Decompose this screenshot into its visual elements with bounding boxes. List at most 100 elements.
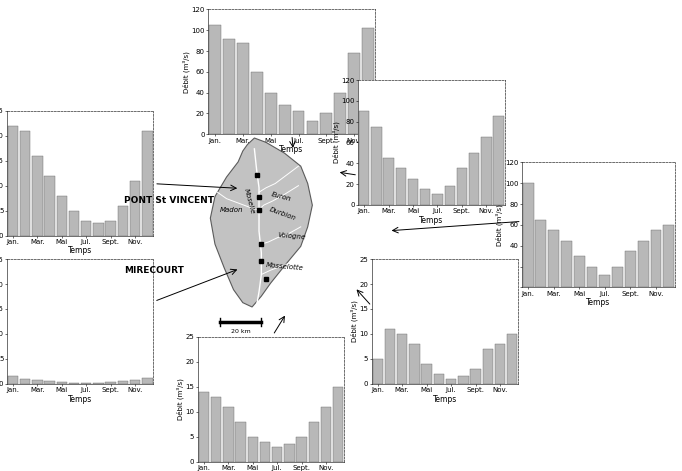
Bar <box>260 442 270 462</box>
Bar <box>372 359 383 384</box>
Text: Madon: Madon <box>220 207 243 213</box>
Bar <box>446 379 456 384</box>
Bar <box>408 179 418 205</box>
Bar <box>458 376 469 384</box>
Bar <box>20 130 30 236</box>
Bar <box>612 267 623 287</box>
Bar <box>106 382 116 384</box>
Bar <box>235 422 246 462</box>
Y-axis label: Débit (m³/s): Débit (m³/s) <box>182 51 190 93</box>
Bar <box>483 349 493 384</box>
Bar <box>106 220 116 236</box>
Bar <box>434 374 444 384</box>
Bar <box>651 230 662 287</box>
Bar <box>548 230 559 287</box>
Bar <box>118 382 128 384</box>
Bar <box>57 195 67 236</box>
X-axis label: Temps: Temps <box>587 298 610 307</box>
Bar <box>198 392 209 462</box>
Bar <box>471 369 481 384</box>
Bar <box>421 364 432 384</box>
Bar <box>469 153 479 205</box>
Y-axis label: Débit (m³/s): Débit (m³/s) <box>177 378 184 420</box>
Bar <box>507 334 518 384</box>
Bar <box>599 275 610 287</box>
Bar <box>457 169 467 205</box>
Bar <box>333 387 344 462</box>
Bar <box>279 105 291 134</box>
Bar <box>93 223 104 236</box>
Bar <box>371 127 381 205</box>
Bar <box>445 186 455 205</box>
Y-axis label: Débit (m³/s): Débit (m³/s) <box>496 204 503 246</box>
Bar <box>385 329 395 384</box>
X-axis label: Temps: Temps <box>68 246 92 255</box>
Bar <box>223 39 235 134</box>
Bar <box>349 53 360 134</box>
Bar <box>251 72 263 134</box>
X-axis label: Temps: Temps <box>419 216 443 225</box>
Text: PONT St VINCENT: PONT St VINCENT <box>124 195 214 204</box>
Bar <box>664 225 674 287</box>
Bar <box>8 126 18 236</box>
Bar <box>248 437 258 462</box>
Bar <box>397 334 407 384</box>
Text: Moselle: Moselle <box>243 188 256 215</box>
Y-axis label: Débit (m³/s): Débit (m³/s) <box>332 122 340 163</box>
Bar <box>321 114 332 134</box>
Bar <box>321 406 331 462</box>
Bar <box>223 406 233 462</box>
Bar <box>561 241 572 287</box>
Bar <box>625 251 636 287</box>
Bar <box>535 219 546 287</box>
Y-axis label: Débit (m³/s): Débit (m³/s) <box>351 300 358 342</box>
Bar <box>272 447 282 462</box>
Bar <box>142 378 153 384</box>
Bar <box>8 376 18 384</box>
Bar <box>420 189 430 205</box>
Bar <box>587 267 597 287</box>
Bar <box>574 256 584 287</box>
Bar <box>309 422 319 462</box>
Bar <box>69 383 79 384</box>
Bar <box>359 111 370 205</box>
Bar <box>32 380 42 384</box>
Bar <box>20 379 30 384</box>
Bar <box>495 344 505 384</box>
Bar <box>638 241 649 287</box>
Bar <box>432 195 443 205</box>
Bar <box>130 180 140 236</box>
Bar <box>130 380 140 384</box>
Text: 20 km: 20 km <box>231 329 250 334</box>
Bar <box>362 28 374 134</box>
Bar <box>93 383 104 384</box>
Bar <box>44 176 55 236</box>
Bar <box>396 169 406 205</box>
Bar <box>522 183 533 287</box>
Polygon shape <box>210 138 312 307</box>
Text: Durbion: Durbion <box>268 206 297 221</box>
Bar <box>237 43 249 134</box>
Text: Euron: Euron <box>271 191 292 202</box>
Bar <box>265 93 277 134</box>
Bar <box>57 382 67 384</box>
X-axis label: Temps: Temps <box>433 395 457 404</box>
Bar <box>334 93 346 134</box>
Text: MIRECOURT: MIRECOURT <box>124 266 184 275</box>
Bar <box>493 116 504 205</box>
Bar <box>383 158 394 205</box>
Bar <box>211 397 221 462</box>
Bar <box>306 121 318 134</box>
Bar <box>293 111 304 134</box>
Bar <box>481 137 492 205</box>
Bar <box>284 444 295 462</box>
Bar <box>118 205 128 236</box>
Text: Vologne: Vologne <box>278 232 306 241</box>
Bar <box>297 437 307 462</box>
X-axis label: Temps: Temps <box>280 145 303 154</box>
Bar <box>69 211 79 236</box>
X-axis label: Temps: Temps <box>68 395 92 404</box>
Bar <box>44 382 55 384</box>
Bar <box>32 155 42 236</box>
Bar <box>409 344 419 384</box>
